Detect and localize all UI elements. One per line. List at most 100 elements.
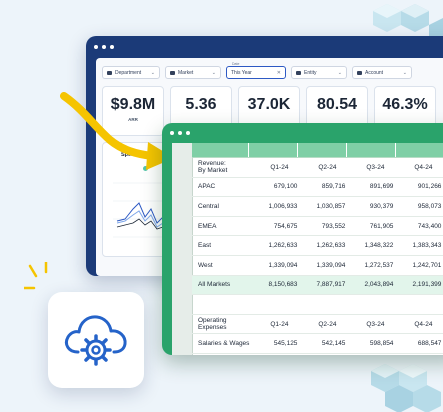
cell[interactable]: 930,379 xyxy=(351,196,400,217)
market-filter[interactable]: Market ⌄ xyxy=(165,66,221,79)
table-header-label: Revenue: By Market xyxy=(192,158,256,178)
spreadsheet-window: Revenue: By Market Q1-24 Q2-24 Q3-24 Q4-2… xyxy=(162,123,443,355)
window-dot xyxy=(102,45,106,49)
column-header: Q1-24 xyxy=(255,158,304,178)
filter-label: Market xyxy=(178,69,194,76)
cell[interactable]: 1,339,094 xyxy=(303,255,352,276)
kpi-value: 5.36 xyxy=(185,96,217,113)
column-header: Q4-24 xyxy=(399,158,443,178)
cube-pattern-top xyxy=(373,4,443,40)
cell[interactable]: 7,887,917 xyxy=(303,275,352,296)
table-header-label: Operating Expenses xyxy=(192,314,256,335)
table-row[interactable]: APAC 679,100 859,716 891,699 901,266 xyxy=(192,177,443,198)
table-header-row: Revenue: By Market Q1-24 Q2-24 Q3-24 Q4-2… xyxy=(192,158,443,178)
cell[interactable]: 754,675 xyxy=(255,216,304,237)
window-dot xyxy=(170,131,174,135)
date-filter-floating-label: Date xyxy=(231,62,241,66)
cell[interactable]: 891,699 xyxy=(351,177,400,198)
kpi-value: 46.3% xyxy=(382,96,428,113)
filter-label: This Year xyxy=(231,69,252,76)
row-label[interactable]: All Markets xyxy=(192,275,256,296)
cloud-settings-card xyxy=(48,292,144,388)
column-header: Q3-24 xyxy=(351,158,400,178)
cell[interactable]: 1,339,094 xyxy=(255,255,304,276)
cell[interactable]: 598,854 xyxy=(351,333,400,354)
legend-swatch xyxy=(143,166,148,171)
window-dot xyxy=(94,45,98,49)
cell[interactable]: 1,006,933 xyxy=(255,196,304,217)
dashboard-titlebar xyxy=(86,36,443,58)
date-filter[interactable]: Date This Year ✕ xyxy=(226,62,286,79)
chevron-down-icon: ⌄ xyxy=(337,69,342,76)
cell[interactable]: 1,242,701 xyxy=(399,255,443,276)
cell[interactable]: 2,191,399 xyxy=(399,275,443,296)
close-icon[interactable]: ✕ xyxy=(276,69,281,76)
row-label[interactable]: EMEA xyxy=(192,216,256,237)
row-label[interactable]: East xyxy=(192,235,256,256)
table-row[interactable]: East 1,262,633 1,262,633 1,348,322 1,383… xyxy=(192,235,443,256)
filter-bar: Department ⌄ Market ⌄ Date This Year ✕ E… xyxy=(102,62,412,79)
folder-icon xyxy=(170,70,175,75)
cell[interactable]: 859,716 xyxy=(303,177,352,198)
cell[interactable]: 8,150,683 xyxy=(255,275,304,296)
kpi-value: $9.8M xyxy=(110,96,156,113)
spend-line-chart xyxy=(113,182,169,238)
filter-label: Department xyxy=(115,69,142,76)
row-label[interactable]: West xyxy=(192,255,256,276)
table-row[interactable]: West 1,339,094 1,339,094 1,272,537 1,242… xyxy=(192,255,443,276)
spreadsheet-grid[interactable]: Revenue: By Market Q1-24 Q2-24 Q3-24 Q4-2… xyxy=(172,143,443,355)
cell[interactable]: 1,348,322 xyxy=(351,235,400,256)
row-label[interactable]: APAC xyxy=(192,177,256,198)
cell[interactable]: 958,073 xyxy=(399,196,443,217)
cell[interactable]: 1,030,857 xyxy=(303,196,352,217)
cell[interactable]: 545,125 xyxy=(255,333,304,354)
cell[interactable]: 688,547 xyxy=(399,333,443,354)
table-spacer-row xyxy=(192,294,443,315)
sparkle-icon xyxy=(24,262,48,290)
window-dot xyxy=(110,45,114,49)
table-header-row: Operating Expenses Q1-24 Q2-24 Q3-24 Q4-2… xyxy=(192,314,443,335)
cell[interactable]: 1,262,633 xyxy=(303,235,352,256)
table-row[interactable]: EMEA 754,675 793,552 761,905 743,400 xyxy=(192,216,443,237)
cell[interactable]: 542,145 xyxy=(303,333,352,354)
department-filter[interactable]: Department ⌄ xyxy=(102,66,160,79)
row-number-gutter xyxy=(172,143,193,355)
account-filter[interactable]: Account ⌄ xyxy=(352,66,412,79)
cell[interactable]: 761,905 xyxy=(351,216,400,237)
chevron-down-icon: ⌄ xyxy=(211,69,216,76)
filter-label: Account xyxy=(365,69,384,76)
column-header: Q4-24 xyxy=(399,314,443,335)
table-row[interactable]: Central 1,006,933 1,030,857 930,379 958,… xyxy=(192,196,443,217)
cell[interactable]: 901,266 xyxy=(399,177,443,198)
table-row[interactable]: Salaries & Wages 545,125 542,145 598,854… xyxy=(192,333,443,354)
folder-icon xyxy=(357,70,362,75)
cell[interactable]: 1,262,633 xyxy=(255,235,304,256)
kpi-value: 37.0K xyxy=(247,96,291,113)
cell[interactable]: 2,043,894 xyxy=(351,275,400,296)
cell[interactable]: 1,383,343 xyxy=(399,235,443,256)
row-label[interactable]: Salaries & Wages xyxy=(192,333,256,354)
column-header: Q1-24 xyxy=(255,314,304,335)
chart-legend xyxy=(143,166,150,171)
folder-icon xyxy=(107,70,112,75)
column-header: Q2-24 xyxy=(303,314,352,335)
column-header: Q2-24 xyxy=(303,158,352,178)
kpi-card-arr[interactable]: $9.8M ARR xyxy=(102,86,164,136)
chevron-down-icon: ⌄ xyxy=(150,69,155,76)
filter-label: Entity xyxy=(304,69,317,76)
spreadsheet-titlebar xyxy=(162,123,443,143)
cell[interactable]: 1,272,537 xyxy=(351,255,400,276)
row-label[interactable]: Central xyxy=(192,196,256,217)
entity-filter[interactable]: Entity ⌄ xyxy=(291,66,347,79)
cell[interactable]: 743,400 xyxy=(399,216,443,237)
window-dot xyxy=(186,131,190,135)
table-total-row[interactable]: All Markets 8,150,683 7,887,917 2,043,89… xyxy=(192,275,443,296)
window-dot xyxy=(178,131,182,135)
cell[interactable]: 793,552 xyxy=(303,216,352,237)
chevron-down-icon: ⌄ xyxy=(402,69,407,76)
kpi-label: ARR xyxy=(128,117,138,122)
revenue-table: Revenue: By Market Q1-24 Q2-24 Q3-24 Q4-2… xyxy=(192,158,443,354)
arrow-icon xyxy=(60,92,174,170)
cell[interactable]: 679,100 xyxy=(255,177,304,198)
